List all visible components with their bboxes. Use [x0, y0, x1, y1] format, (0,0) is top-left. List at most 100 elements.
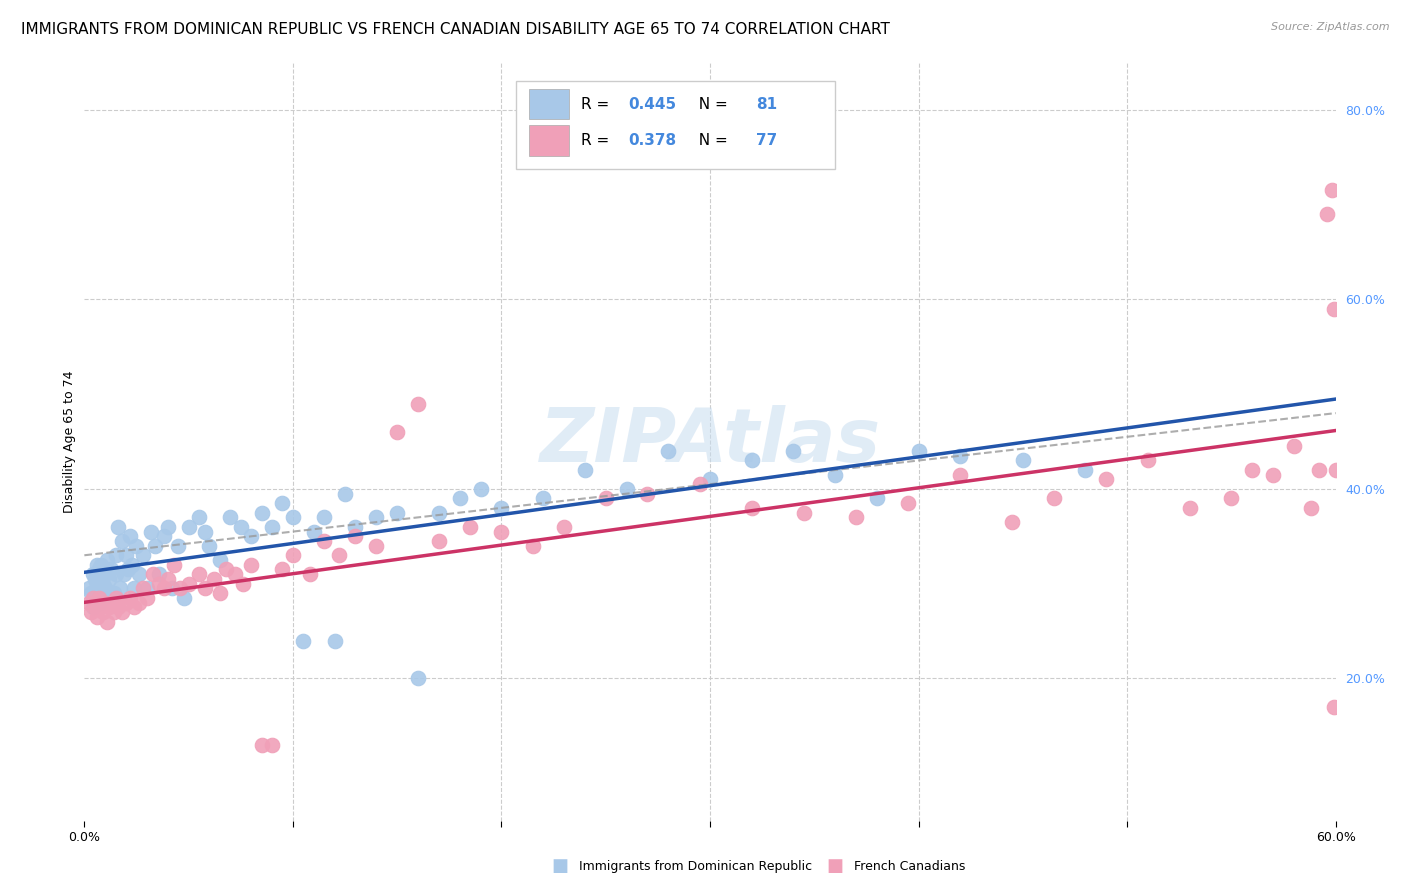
Point	[250, 738, 273, 752]
Point	[103, 605, 125, 619]
Point	[104, 591, 127, 605]
Point	[90, 558, 112, 572]
Point	[98, 600, 121, 615]
Point	[202, 572, 225, 586]
Point	[824, 467, 846, 482]
Point	[124, 600, 146, 615]
Point	[152, 582, 174, 596]
Text: 0.445: 0.445	[628, 96, 676, 112]
Point	[96, 615, 118, 629]
Point	[1012, 453, 1035, 467]
Point	[741, 500, 763, 515]
FancyBboxPatch shape	[529, 126, 568, 156]
Point	[107, 600, 129, 615]
Text: R =: R =	[581, 96, 614, 112]
Point	[94, 596, 117, 610]
Point	[156, 572, 179, 586]
Point	[907, 444, 929, 458]
Point	[124, 582, 146, 596]
Text: IMMIGRANTS FROM DOMINICAN REPUBLIC VS FRENCH CANADIAN DISABILITY AGE 65 TO 74 CO: IMMIGRANTS FROM DOMINICAN REPUBLIC VS FR…	[21, 22, 890, 37]
Point	[1001, 515, 1024, 529]
Point	[83, 572, 105, 586]
Point	[83, 600, 105, 615]
Point	[1323, 301, 1346, 316]
Point	[1074, 463, 1097, 477]
Point	[491, 524, 513, 539]
Point	[111, 534, 134, 549]
Text: N =: N =	[689, 133, 733, 148]
Point	[1316, 207, 1339, 221]
Point	[314, 510, 336, 524]
Point	[1308, 463, 1330, 477]
Point	[115, 596, 138, 610]
Text: R =: R =	[581, 133, 614, 148]
Point	[188, 510, 211, 524]
Point	[333, 486, 356, 500]
Point	[132, 582, 155, 596]
Point	[522, 539, 544, 553]
Point	[595, 491, 617, 506]
Point	[292, 633, 315, 648]
Point	[298, 567, 321, 582]
Point	[90, 600, 112, 615]
Point	[120, 529, 142, 543]
Point	[108, 582, 131, 596]
Point	[90, 582, 112, 596]
Point	[232, 576, 254, 591]
Point	[173, 591, 195, 605]
Text: ■: ■	[827, 857, 844, 875]
Point	[385, 506, 409, 520]
Point	[86, 576, 108, 591]
Point	[271, 562, 294, 576]
Point	[385, 425, 409, 439]
Point	[208, 586, 231, 600]
Point	[1241, 463, 1264, 477]
Point	[91, 605, 114, 619]
Point	[115, 548, 138, 563]
Point	[741, 453, 763, 467]
Point	[866, 491, 889, 506]
Point	[406, 672, 429, 686]
Point	[194, 582, 217, 596]
Point	[657, 444, 679, 458]
Point	[125, 539, 148, 553]
Text: N =: N =	[689, 96, 733, 112]
Point	[128, 596, 150, 610]
Point	[77, 582, 100, 596]
Point	[208, 553, 231, 567]
Point	[148, 576, 170, 591]
Point	[491, 500, 513, 515]
Point	[1136, 453, 1159, 467]
Point	[366, 539, 388, 553]
Text: ZIPAtlas: ZIPAtlas	[540, 405, 880, 478]
Text: ■: ■	[551, 857, 568, 875]
Point	[470, 482, 492, 496]
Point	[271, 496, 294, 510]
Point	[699, 473, 721, 487]
Point	[136, 591, 159, 605]
Point	[406, 396, 429, 410]
Point	[281, 548, 304, 563]
Point	[132, 548, 155, 563]
Point	[163, 558, 186, 572]
Point	[1043, 491, 1066, 506]
Point	[143, 539, 166, 553]
Text: French Canadians: French Canadians	[853, 860, 966, 872]
Point	[616, 482, 638, 496]
Point	[314, 534, 336, 549]
Point	[156, 520, 179, 534]
Point	[240, 529, 263, 543]
Point	[782, 444, 804, 458]
Point	[1263, 467, 1285, 482]
Point	[100, 596, 122, 610]
Point	[86, 610, 108, 624]
Point	[77, 596, 100, 610]
Point	[224, 567, 246, 582]
Point	[344, 529, 367, 543]
Point	[107, 520, 129, 534]
Text: 0.378: 0.378	[628, 133, 676, 148]
Point	[845, 510, 868, 524]
Point	[177, 520, 200, 534]
Point	[1282, 439, 1305, 453]
Point	[553, 520, 575, 534]
